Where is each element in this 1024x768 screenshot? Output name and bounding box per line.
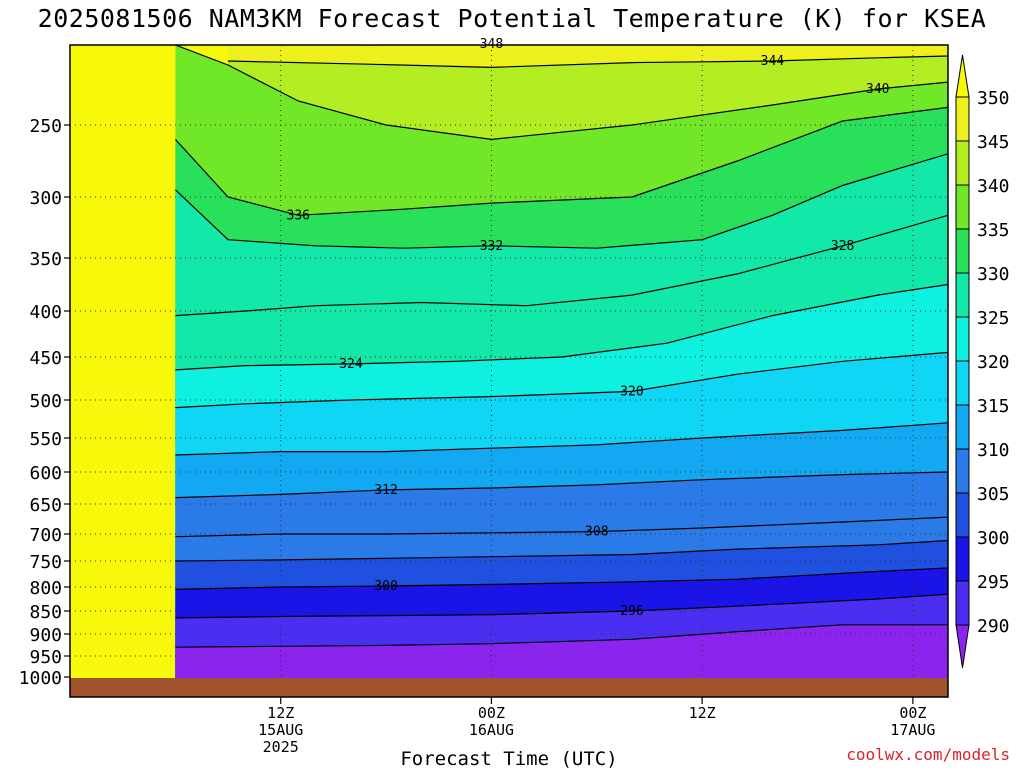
colorbar-swatch [955,536,970,582]
x-tick-label: 00Z [899,704,926,722]
isotherm-label-308: 308 [585,525,608,540]
colorbar-label-340: 340 [977,176,1010,197]
y-tick-label-950: 950 [29,647,62,668]
isotherm-line-320 [175,351,948,409]
isotherm-line-328 [175,214,948,317]
isotherm-label-332: 332 [480,239,503,254]
y-tick-label-450: 450 [29,348,62,369]
colorbar-label-335: 335 [977,220,1010,241]
y-tick-label-550: 550 [29,429,62,450]
isotherm-line-332 [174,153,948,249]
x-tick-label: 12Z [689,704,716,722]
colorbar-swatch [955,228,970,274]
x-tick-label: 15AUG [258,721,303,739]
colorbar-swatch [955,404,970,450]
y-tick-label-800: 800 [29,578,62,599]
y-axis: 2503003504004505005506006507007508008509… [19,116,70,689]
colorbar-swatch [955,96,970,142]
y-tick-label-500: 500 [29,391,62,412]
isotherm-line-340 [175,45,948,141]
y-tick-label-900: 900 [29,625,62,646]
isotherm-label-300: 300 [374,579,397,594]
isotherm-line-312 [175,471,948,499]
isotherm-line-308 [175,516,948,538]
y-tick-label-700: 700 [29,525,62,546]
colorbar-label-325: 325 [977,308,1010,329]
colorbar-swatch [955,448,970,494]
colorbar-label-295: 295 [977,572,1010,593]
isotherm-line-292 [175,624,948,648]
colorbar-swatch [955,184,970,230]
x-tick-label: 2025 [263,738,299,756]
colorbar-swatch [955,140,970,186]
isotherm-label-336: 336 [287,208,310,223]
isotherm-line-304 [175,539,948,562]
ground-band [70,678,948,697]
colorbar-bottom-arrow [955,624,970,669]
colorbar-label-305: 305 [977,484,1010,505]
isotherm-label-312: 312 [374,483,397,498]
x-tick-label: 00Z [478,704,505,722]
colorbar-swatch [955,492,970,538]
colorbar-label-300: 300 [977,528,1010,549]
colorbar-label-290: 290 [977,616,1010,637]
x-axis-label: Forecast Time (UTC) [400,748,617,768]
y-tick-label-300: 300 [29,188,62,209]
y-tick-label-600: 600 [29,463,62,484]
colorbar-swatch [955,316,970,362]
isotherm-label-340: 340 [866,82,889,97]
isotherm-label-324: 324 [339,357,363,372]
y-tick-label-750: 750 [29,552,62,573]
isotherm-line-300 [175,567,948,590]
isotherm-label-320: 320 [620,384,643,399]
colorbar-swatch [955,272,970,318]
isotherm-line-324 [175,283,948,371]
colorbar-top-arrow [955,54,970,98]
colorbar-swatch [955,580,970,626]
colorbar-swatch [955,360,970,406]
y-tick-label-1000: 1000 [19,668,62,689]
colorbar-label-315: 315 [977,396,1010,417]
y-tick-label-250: 250 [29,116,62,137]
colorbar-label-310: 310 [977,440,1010,461]
colorbar-label-345: 345 [977,132,1010,153]
isotherm-line-316 [175,422,948,456]
colorbar-label-330: 330 [977,264,1010,285]
plot-frame [69,44,949,698]
x-tick-label: 12Z [267,704,294,722]
isotherm-line-336 [174,106,948,216]
grid-lines [70,45,948,697]
y-tick-label-350: 350 [29,249,62,270]
isotherm-label-328: 328 [831,239,854,254]
x-tick-label: 16AUG [469,721,514,739]
isotherm-label-296: 296 [620,604,643,619]
isotherm-layer [174,45,948,648]
colorbar-label-320: 320 [977,352,1010,373]
colorbar: 290 295 300 305 310 315 320 325 330 335 340 345 350 [955,54,1010,669]
x-tick-label: 17AUG [890,721,935,739]
y-tick-label-850: 850 [29,602,62,623]
y-tick-label-400: 400 [29,302,62,323]
isotherm-line-344 [227,55,948,69]
isotherm-label-344: 344 [761,54,785,69]
chart-title: 2025081506 NAM3KM Forecast Potential Tem… [37,4,987,33]
color-fill-layer [70,45,948,697]
isotherm-line-296 [175,593,948,619]
y-tick-label-650: 650 [29,495,62,516]
colorbar-label-350: 350 [977,88,1010,109]
credit-text: coolwx.com/models [846,745,1010,764]
